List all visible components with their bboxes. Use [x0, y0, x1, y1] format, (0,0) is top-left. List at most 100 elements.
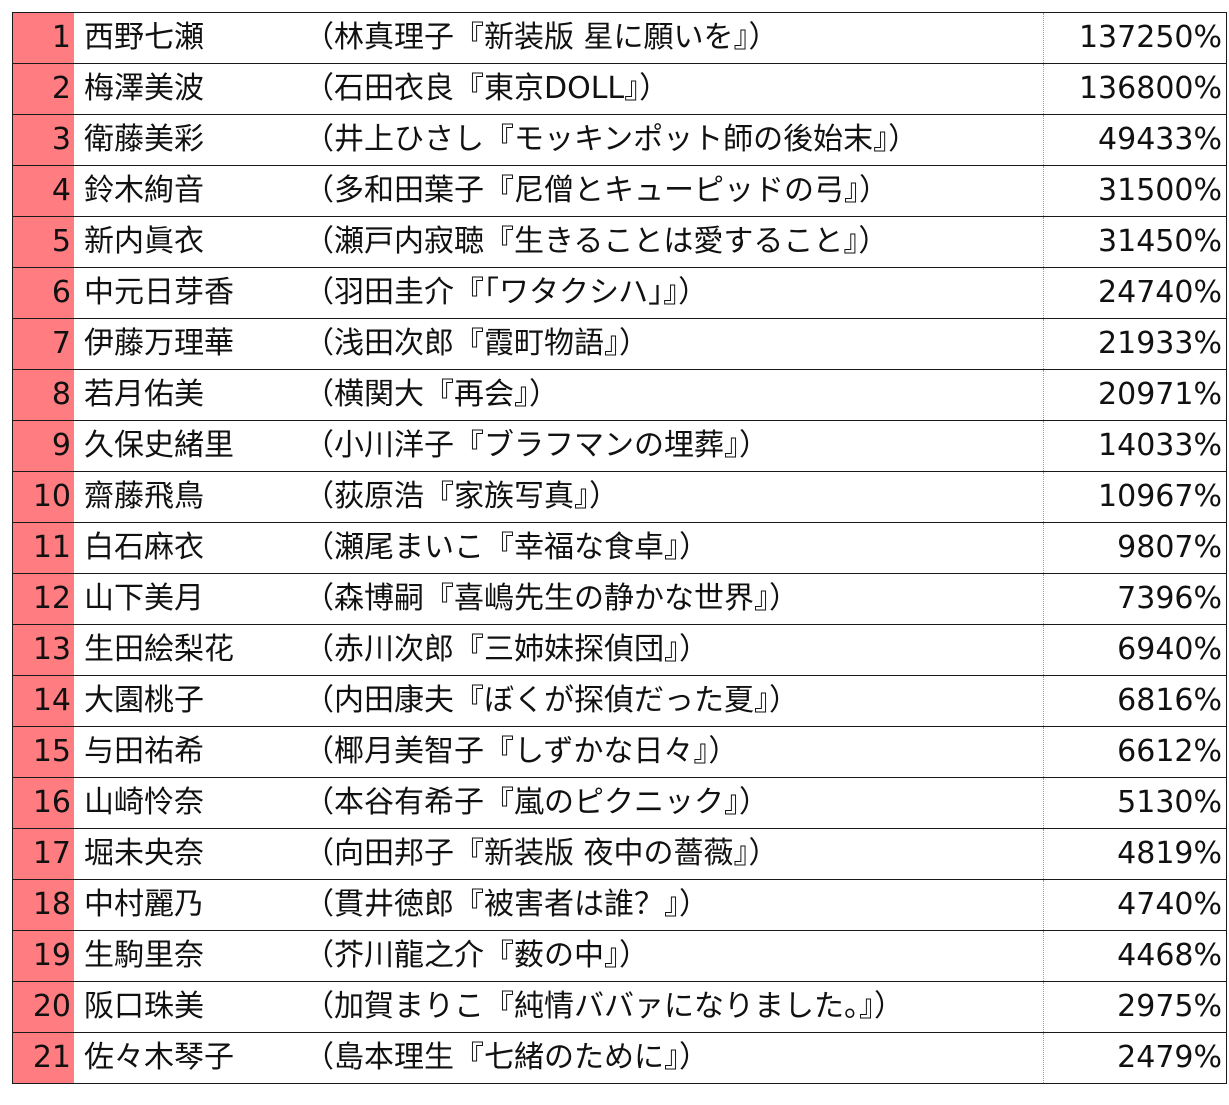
- rank-cell: 8: [12, 369, 74, 421]
- book-cell: （貫井徳郎『被害者は誰？』）: [296, 879, 1044, 931]
- table-row: 17 堀未央奈 （向田邦子『新装版 夜中の薔薇』） 4819%: [12, 828, 1227, 880]
- member-name-cell: 山下美月: [74, 573, 296, 625]
- member-name-cell: 堀未央奈: [74, 828, 296, 880]
- ranking-table: 1 西野七瀬 （林真理子『新装版 星に願いを』） 137250% 2 梅澤美波 （石田衣良『…: [12, 12, 1227, 1084]
- table-row: 4 鈴木絢音 （多和田葉子『尼僧とキューピッドの弓』） 31500%: [12, 165, 1227, 217]
- rank-cell: 10: [12, 471, 74, 523]
- percent-cell: 136800%: [1043, 63, 1227, 115]
- member-name-cell: 与田祐希: [74, 726, 296, 778]
- percent-cell: 4819%: [1043, 828, 1227, 880]
- percent-cell: 2975%: [1043, 981, 1227, 1033]
- member-name-cell: 伊藤万理華: [74, 318, 296, 370]
- member-name-cell: 西野七瀬: [74, 12, 296, 64]
- book-cell: （向田邦子『新装版 夜中の薔薇』）: [296, 828, 1044, 880]
- member-name-cell: 新内眞衣: [74, 216, 296, 268]
- ranking-rows: 1 西野七瀬 （林真理子『新装版 星に願いを』） 137250% 2 梅澤美波 （石田衣良『…: [12, 12, 1227, 1084]
- rank-cell: 20: [12, 981, 74, 1033]
- table-row: 14 大園桃子 （内田康夫『ぼくが探偵だった夏』） 6816%: [12, 675, 1227, 727]
- percent-cell: 14033%: [1043, 420, 1227, 472]
- percent-cell: 6940%: [1043, 624, 1227, 676]
- table-row: 2 梅澤美波 （石田衣良『東京DOLL』） 136800%: [12, 63, 1227, 115]
- member-name-cell: 中村麗乃: [74, 879, 296, 931]
- rank-cell: 13: [12, 624, 74, 676]
- percent-cell: 137250%: [1043, 12, 1227, 64]
- table-row: 21 佐々木琴子 （島本理生『七緒のために』） 2479%: [12, 1032, 1227, 1084]
- percent-cell: 49433%: [1043, 114, 1227, 166]
- rank-cell: 15: [12, 726, 74, 778]
- rank-cell: 12: [12, 573, 74, 625]
- book-cell: （内田康夫『ぼくが探偵だった夏』）: [296, 675, 1044, 727]
- table-row: 6 中元日芽香 （羽田圭介『「ワタクシハ」』） 24740%: [12, 267, 1227, 319]
- rank-cell: 4: [12, 165, 74, 217]
- member-name-cell: 梅澤美波: [74, 63, 296, 115]
- member-name-cell: 中元日芽香: [74, 267, 296, 319]
- member-name-cell: 若月佑美: [74, 369, 296, 421]
- table-row: 7 伊藤万理華 （浅田次郎『霞町物語』） 21933%: [12, 318, 1227, 370]
- book-cell: （赤川次郎『三姉妹探偵団』）: [296, 624, 1044, 676]
- percent-cell: 20971%: [1043, 369, 1227, 421]
- book-cell: （横関大『再会』）: [296, 369, 1044, 421]
- table-row: 20 阪口珠美 （加賀まりこ『純情ババァになりました。』） 2975%: [12, 981, 1227, 1033]
- rank-cell: 7: [12, 318, 74, 370]
- table-row: 5 新内眞衣 （瀬戸内寂聴『生きることは愛すること』） 31450%: [12, 216, 1227, 268]
- book-cell: （芥川龍之介『薮の中』）: [296, 930, 1044, 982]
- book-cell: （瀬戸内寂聴『生きることは愛すること』）: [296, 216, 1044, 268]
- book-cell: （荻原浩『家族写真』）: [296, 471, 1044, 523]
- rank-cell: 6: [12, 267, 74, 319]
- percent-cell: 24740%: [1043, 267, 1227, 319]
- rank-cell: 17: [12, 828, 74, 880]
- table-row: 1 西野七瀬 （林真理子『新装版 星に願いを』） 137250%: [12, 12, 1227, 64]
- table-row: 12 山下美月 （森博嗣『喜嶋先生の静かな世界』） 7396%: [12, 573, 1227, 625]
- rank-cell: 9: [12, 420, 74, 472]
- member-name-cell: 鈴木絢音: [74, 165, 296, 217]
- member-name-cell: 阪口珠美: [74, 981, 296, 1033]
- book-cell: （井上ひさし『モッキンポット師の後始末』）: [296, 114, 1044, 166]
- member-name-cell: 久保史緒里: [74, 420, 296, 472]
- member-name-cell: 佐々木琴子: [74, 1032, 296, 1084]
- percent-cell: 6816%: [1043, 675, 1227, 727]
- percent-cell: 7396%: [1043, 573, 1227, 625]
- table-row: 3 衛藤美彩 （井上ひさし『モッキンポット師の後始末』） 49433%: [12, 114, 1227, 166]
- percent-cell: 2479%: [1043, 1032, 1227, 1084]
- book-cell: （小川洋子『ブラフマンの埋葬』）: [296, 420, 1044, 472]
- member-name-cell: 衛藤美彩: [74, 114, 296, 166]
- table-row: 13 生田絵梨花 （赤川次郎『三姉妹探偵団』） 6940%: [12, 624, 1227, 676]
- member-name-cell: 生田絵梨花: [74, 624, 296, 676]
- book-cell: （島本理生『七緒のために』）: [296, 1032, 1044, 1084]
- percent-cell: 31500%: [1043, 165, 1227, 217]
- book-cell: （多和田葉子『尼僧とキューピッドの弓』）: [296, 165, 1044, 217]
- book-cell: （羽田圭介『「ワタクシハ」』）: [296, 267, 1044, 319]
- table-row: 16 山崎怜奈 （本谷有希子『嵐のピクニック』） 5130%: [12, 777, 1227, 829]
- rank-cell: 11: [12, 522, 74, 574]
- rank-cell: 2: [12, 63, 74, 115]
- book-cell: （石田衣良『東京DOLL』）: [296, 63, 1044, 115]
- percent-cell: 31450%: [1043, 216, 1227, 268]
- percent-cell: 4468%: [1043, 930, 1227, 982]
- book-cell: （椰月美智子『しずかな日々』）: [296, 726, 1044, 778]
- rank-cell: 1: [12, 12, 74, 64]
- book-cell: （瀬尾まいこ『幸福な食卓』）: [296, 522, 1044, 574]
- table-row: 10 齋藤飛鳥 （荻原浩『家族写真』） 10967%: [12, 471, 1227, 523]
- table-row: 15 与田祐希 （椰月美智子『しずかな日々』） 6612%: [12, 726, 1227, 778]
- table-row: 11 白石麻衣 （瀬尾まいこ『幸福な食卓』） 9807%: [12, 522, 1227, 574]
- table-row: 9 久保史緒里 （小川洋子『ブラフマンの埋葬』） 14033%: [12, 420, 1227, 472]
- member-name-cell: 白石麻衣: [74, 522, 296, 574]
- table-row: 19 生駒里奈 （芥川龍之介『薮の中』） 4468%: [12, 930, 1227, 982]
- table-row: 18 中村麗乃 （貫井徳郎『被害者は誰？』） 4740%: [12, 879, 1227, 931]
- rank-cell: 21: [12, 1032, 74, 1084]
- book-cell: （加賀まりこ『純情ババァになりました。』）: [296, 981, 1044, 1033]
- rank-cell: 3: [12, 114, 74, 166]
- rank-cell: 5: [12, 216, 74, 268]
- percent-cell: 4740%: [1043, 879, 1227, 931]
- rank-cell: 18: [12, 879, 74, 931]
- member-name-cell: 大園桃子: [74, 675, 296, 727]
- percent-cell: 9807%: [1043, 522, 1227, 574]
- member-name-cell: 生駒里奈: [74, 930, 296, 982]
- rank-cell: 19: [12, 930, 74, 982]
- percent-cell: 21933%: [1043, 318, 1227, 370]
- book-cell: （森博嗣『喜嶋先生の静かな世界』）: [296, 573, 1044, 625]
- member-name-cell: 齋藤飛鳥: [74, 471, 296, 523]
- percent-cell: 10967%: [1043, 471, 1227, 523]
- book-cell: （林真理子『新装版 星に願いを』）: [296, 12, 1044, 64]
- member-name-cell: 山崎怜奈: [74, 777, 296, 829]
